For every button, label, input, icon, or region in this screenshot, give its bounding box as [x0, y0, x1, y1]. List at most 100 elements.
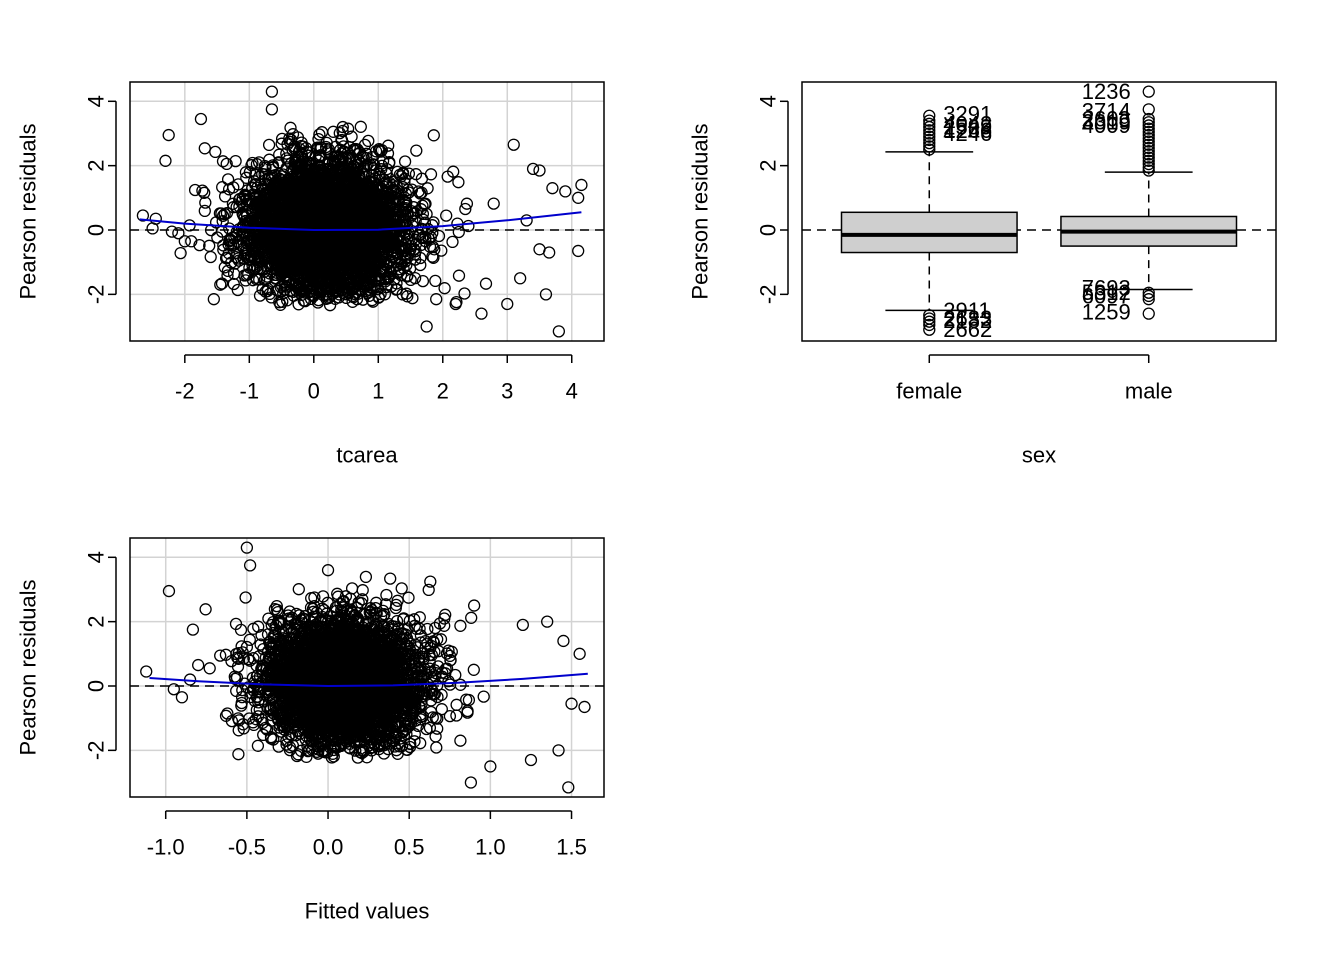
data-point [427, 251, 440, 264]
data-point [207, 293, 220, 306]
data-point [267, 188, 281, 202]
data-point [397, 194, 411, 208]
y-tick-label: 4 [84, 95, 109, 107]
data-point [396, 219, 409, 232]
data-point [220, 157, 233, 171]
data-point [199, 196, 212, 209]
data-point [327, 278, 340, 292]
data-point [520, 214, 533, 227]
data-point [420, 207, 433, 221]
data-point [401, 290, 414, 303]
outlier-point [923, 318, 936, 332]
data-point [295, 147, 308, 160]
data-point [193, 238, 206, 252]
data-point [231, 283, 244, 297]
data-point [332, 257, 345, 270]
data-point [333, 288, 346, 301]
data-point [352, 274, 366, 287]
data-point [358, 238, 371, 251]
data-point [198, 142, 211, 155]
data-point [572, 244, 585, 258]
data-point [252, 156, 266, 169]
data-point [276, 295, 289, 308]
data-point [449, 297, 462, 311]
data-point [183, 219, 196, 232]
outlier-id-label: 1266 [943, 118, 992, 143]
data-point [196, 184, 209, 197]
data-point [307, 164, 320, 177]
data-point [268, 242, 282, 255]
data-point [336, 120, 349, 134]
data-point [575, 178, 588, 192]
data-point [539, 288, 553, 301]
outlier-point [1142, 119, 1155, 132]
data-point [370, 270, 383, 283]
y-tick-label: -2 [84, 285, 109, 305]
outlier-point [923, 109, 936, 122]
data-point [282, 259, 295, 273]
data-point [452, 269, 466, 282]
data-point [475, 307, 488, 320]
data-point [342, 181, 355, 194]
data-point [315, 126, 329, 139]
data-point [216, 181, 229, 194]
data-point [221, 264, 235, 278]
outlier-id-label: 2633 [943, 306, 992, 331]
data-point [401, 250, 414, 264]
x-axis-title: sex [1022, 443, 1056, 468]
data-point [232, 178, 245, 191]
outlier-point [1142, 135, 1155, 148]
data-point [335, 133, 348, 147]
data-point [302, 149, 315, 162]
data-point [218, 190, 232, 203]
outlier-point [1142, 116, 1155, 129]
data-point [316, 173, 329, 187]
data-point [368, 172, 382, 185]
y-tick-label: 0 [756, 224, 781, 236]
data-point [273, 148, 286, 161]
data-point [165, 225, 179, 238]
x-tick-label: -1 [240, 379, 260, 404]
data-point [250, 158, 264, 171]
data-point [326, 258, 339, 272]
data-point [274, 208, 287, 221]
data-point [332, 151, 345, 164]
data-point [188, 183, 202, 197]
outlier-point [1142, 293, 1155, 306]
data-point [348, 253, 361, 266]
data-point [452, 225, 465, 239]
data-point [291, 131, 305, 144]
data-point [243, 633, 256, 646]
data-point [209, 145, 222, 159]
outlier-point [1142, 151, 1155, 164]
data-point [418, 216, 432, 229]
data-point [337, 266, 351, 280]
data-point [380, 258, 393, 271]
data-point [410, 144, 423, 157]
data-point [316, 190, 330, 203]
data-point [409, 253, 422, 266]
data-point [407, 243, 421, 256]
outlier-point [1142, 154, 1155, 167]
data-point [299, 190, 312, 203]
data-point [402, 167, 416, 180]
data-point [416, 274, 430, 288]
data-point [216, 155, 230, 168]
data-point [258, 273, 272, 287]
data-point [262, 138, 276, 152]
panel-sex-boxplot: 329140422599126642462911263321822662fema… [688, 79, 1277, 468]
data-point [321, 189, 335, 202]
outlier-point [1142, 125, 1155, 139]
data-point [263, 287, 276, 301]
data-point [372, 257, 385, 271]
data-point [514, 272, 527, 285]
data-point [136, 209, 150, 222]
data-point [306, 284, 319, 297]
data-point [325, 220, 338, 234]
data-point [403, 262, 417, 275]
data-point [454, 734, 467, 747]
data-point [372, 210, 385, 224]
data-point [416, 207, 430, 221]
data-point [174, 246, 187, 260]
